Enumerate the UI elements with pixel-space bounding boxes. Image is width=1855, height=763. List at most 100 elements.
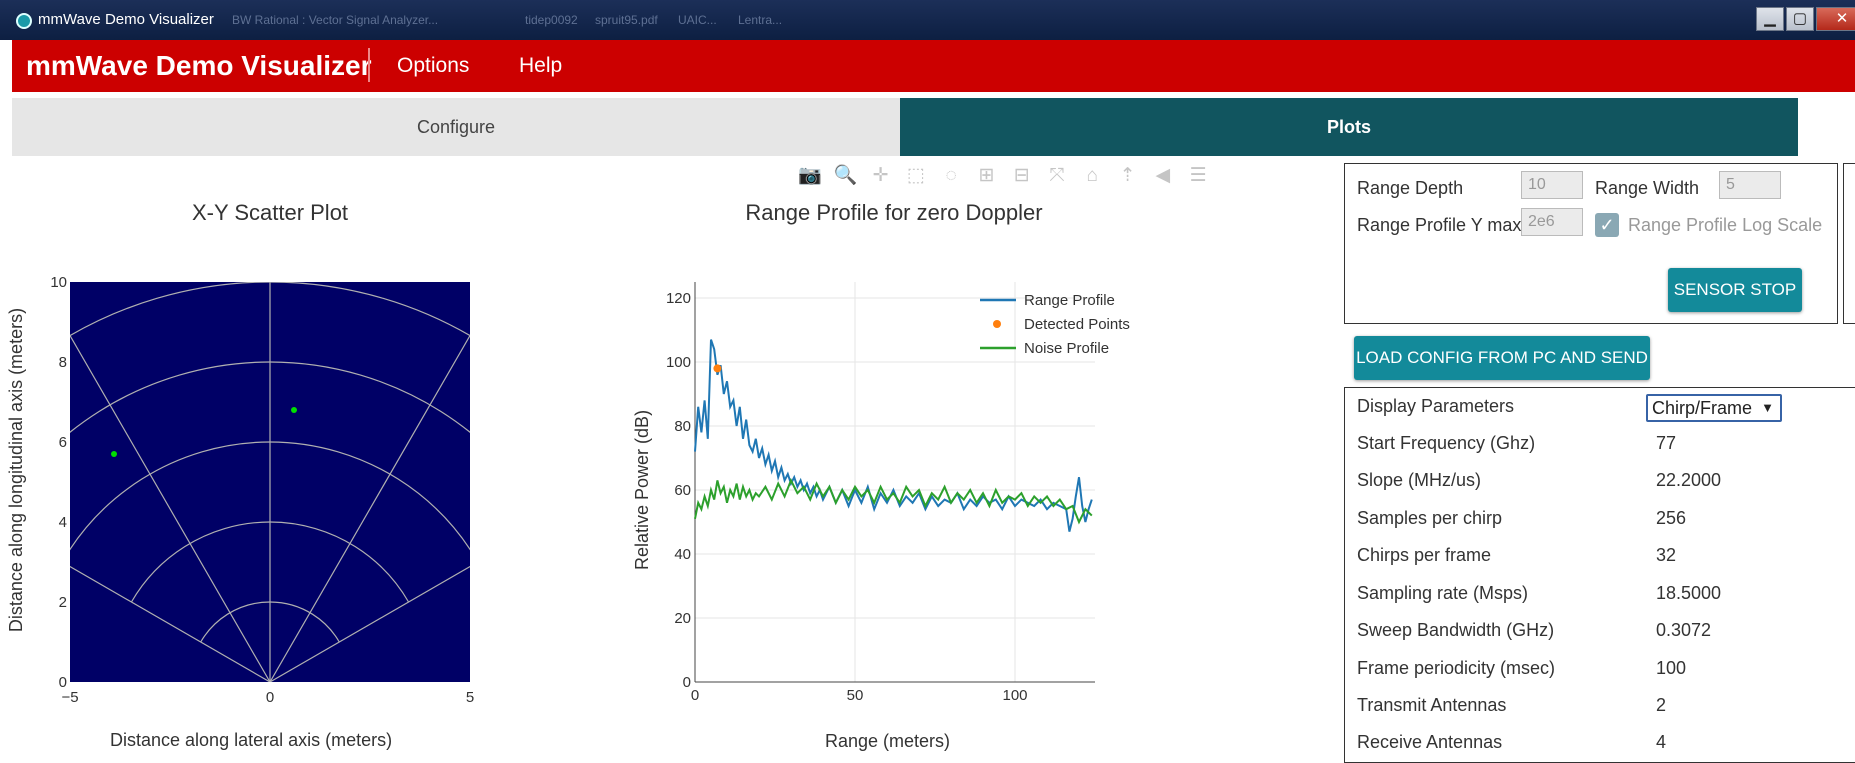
detected-point: [713, 364, 722, 373]
tab-bar: Configure Plots: [12, 98, 1798, 156]
azimuth-line: [70, 334, 271, 682]
param-row: Samples per chirp 256: [1345, 502, 1845, 539]
detected-object-point: [291, 407, 297, 413]
param-row: Sampling rate (Msps) 18.5000: [1345, 577, 1845, 614]
param-value: 32: [1656, 545, 1677, 565]
range-ymax-label: Range Profile Y max: [1357, 215, 1522, 235]
app-header: mmWave Demo Visualizer Options Help: [12, 40, 1855, 92]
background-window-title: BW Rational : Vector Signal Analyzer...: [232, 13, 439, 27]
log-scale-label: Range Profile Log Scale: [1628, 215, 1823, 235]
range-ymax-input[interactable]: [1521, 208, 1583, 236]
chevron-down-icon: ▼: [1761, 400, 1774, 415]
param-name: Chirps per frame: [1357, 545, 1492, 565]
y-tick-label: 0: [59, 674, 67, 691]
x-tick-label: 50: [847, 687, 864, 704]
y-tick-label: 100: [666, 354, 691, 371]
range-controls-panel: Range Depth Range Width Range Profile Y …: [1344, 163, 1838, 324]
display-mode-select[interactable]: Chirp/Frame ▼: [1646, 394, 1782, 422]
param-name: Sweep Bandwidth (GHz): [1357, 620, 1555, 640]
load-config-button[interactable]: LOAD CONFIG FROM PC AND SEND: [1354, 336, 1650, 380]
detected-object-point: [111, 451, 117, 457]
scatter-x-axis-label: Distance along lateral axis (meters): [110, 730, 393, 750]
param-name: Slope (MHz/us): [1357, 470, 1482, 490]
x-tick-label: 0: [266, 689, 274, 706]
param-value: 2: [1656, 695, 1667, 715]
window-title: mmWave Demo Visualizer: [38, 11, 214, 28]
param-name: Transmit Antennas: [1357, 695, 1507, 715]
zoom-icon[interactable]: 🔍: [833, 165, 858, 186]
hover-compare-icon[interactable]: ☰: [1189, 165, 1207, 186]
zoom-out-icon[interactable]: ⊟: [1013, 165, 1030, 186]
y-tick-label: 4: [59, 514, 67, 531]
azimuth-line: [269, 565, 470, 682]
autoscale-icon[interactable]: ⤧: [1049, 165, 1065, 186]
y-tick-label: 8: [59, 354, 67, 371]
minimize-button[interactable]: ▁: [1756, 7, 1784, 31]
param-row: Sweep Bandwidth (GHz) 0.3072: [1345, 614, 1845, 651]
box-select-icon[interactable]: ⬚: [906, 165, 925, 186]
lasso-icon[interactable]: ◌: [945, 165, 957, 186]
sensor-stop-button[interactable]: SENSOR STOP: [1668, 268, 1802, 312]
background-window-title: tidep0092: [525, 13, 578, 27]
log-scale-checkbox[interactable]: ✓: [1595, 213, 1619, 237]
param-value: 0.3072: [1656, 620, 1712, 640]
param-name: Sampling rate (Msps): [1357, 583, 1529, 603]
param-name: Frame periodicity (msec): [1357, 658, 1556, 678]
param-row: Chirps per frame 32: [1345, 539, 1845, 576]
legend-label: Noise Profile: [1024, 340, 1109, 357]
param-name: Samples per chirp: [1357, 508, 1503, 528]
noise-profile-series: [694, 477, 1093, 525]
app-brand: mmWave Demo Visualizer: [26, 50, 372, 81]
azimuth-line: [70, 565, 271, 682]
param-row: Slope (MHz/us) 22.2000: [1345, 464, 1845, 501]
range-width-input[interactable]: [1719, 171, 1781, 199]
hidden-panel-edge: [1843, 163, 1855, 324]
app-icon: [16, 13, 32, 29]
window-titlebar: mmWave Demo Visualizer BW Rational : Vec…: [0, 0, 1855, 40]
param-row: Transmit Antennas 2: [1345, 689, 1845, 726]
zoom-in-icon[interactable]: ⊞: [978, 165, 995, 186]
pan-icon[interactable]: ✛: [872, 165, 889, 186]
home-icon[interactable]: ⌂: [1086, 165, 1098, 186]
background-window-title: Lentra...: [738, 13, 783, 27]
x-tick-label: 100: [1002, 687, 1027, 704]
y-tick-label: 60: [674, 482, 691, 499]
y-tick-label: 10: [50, 274, 67, 291]
tab-plots[interactable]: Plots: [900, 98, 1798, 156]
param-row: Start Frequency (Ghz) 77: [1345, 427, 1845, 464]
range-plot-title: Range Profile for zero Doppler: [745, 200, 1043, 225]
maximize-button[interactable]: ▢: [1786, 7, 1814, 31]
camera-icon[interactable]: 📷: [798, 165, 822, 186]
menu-options[interactable]: Options: [397, 54, 470, 77]
legend-marker: [993, 320, 1001, 328]
scatter-y-axis-label: Distance along longitudinal axis (meters…: [6, 307, 26, 633]
y-tick-label: 40: [674, 546, 691, 563]
y-tick-label: 0: [683, 674, 691, 691]
range-y-axis-label: Relative Power (dB): [632, 409, 652, 570]
y-tick-label: 120: [666, 290, 691, 307]
param-row: Frame periodicity (msec) 100: [1345, 652, 1845, 689]
tab-configure[interactable]: Configure: [12, 98, 900, 156]
spike-lines-icon[interactable]: ⇡: [1119, 165, 1136, 186]
range-profile-plot[interactable]: 0 20 40 60 80 100 120 0 50 100 Range Profile Detect…: [640, 270, 1160, 710]
range-width-label: Range Width: [1595, 178, 1700, 198]
range-depth-label: Range Depth: [1357, 178, 1464, 198]
legend-label: Detected Points: [1024, 316, 1130, 333]
chart-legend: Range Profile Detected Points Noise Profil…: [980, 292, 1130, 357]
display-mode-value: Chirp/Frame: [1652, 398, 1753, 418]
x-tick-label: 0: [691, 687, 699, 704]
header-divider: [368, 48, 370, 82]
hover-closest-icon[interactable]: ◀: [1155, 165, 1171, 186]
menu-help[interactable]: Help: [519, 54, 563, 77]
y-tick-label: 2: [59, 594, 67, 611]
azimuth-line: [269, 334, 470, 682]
scatter-plot-title: X-Y Scatter Plot: [191, 200, 349, 225]
param-value: 22.2000: [1656, 470, 1722, 490]
range-depth-input[interactable]: [1521, 171, 1583, 199]
param-value: 77: [1656, 433, 1677, 453]
param-name: Start Frequency (Ghz): [1357, 433, 1536, 453]
param-value: 18.5000: [1656, 583, 1722, 603]
close-button[interactable]: ✕: [1816, 7, 1855, 31]
